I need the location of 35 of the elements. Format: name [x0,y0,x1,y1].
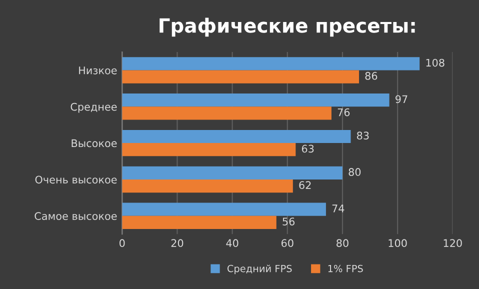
data-label: 83 [357,132,369,140]
bar [122,166,342,180]
data-label: 62 [299,181,311,190]
data-label: 63 [302,144,314,153]
data-label: 74 [332,204,344,212]
y-tick-label: Самое высокое [34,212,117,220]
data-label: 56 [282,218,295,226]
bar [122,57,420,70]
y-tick-label: Высокое [72,139,117,148]
x-tick-label: 0 [120,239,125,248]
legend-label: 1% FPS [328,264,363,272]
data-label: 86 [365,72,378,80]
x-tick-label: 80 [336,239,348,248]
bar [122,130,351,144]
bar [122,106,332,120]
bar [122,179,293,193]
y-tick-label: Очень высокое [35,176,117,184]
x-tick-label: 60 [282,239,294,248]
y-tick-label: Низкое [79,66,117,74]
x-tick-label: 40 [226,239,238,248]
chart-title: Графические пресеты: [160,18,415,37]
data-label: 76 [338,108,350,116]
x-tick-label: 20 [171,239,184,248]
data-label: 80 [348,168,361,176]
x-tick-label: 120 [444,239,462,248]
legend-label: Средний FPS [227,264,292,274]
data-label: 97 [396,95,408,104]
bar [122,216,276,229]
bar [122,202,326,216]
y-tick-label: Среднее [70,102,117,113]
data-label: 108 [426,58,444,67]
bar [122,70,360,84]
x-tick-label: 100 [388,239,407,248]
bar [122,94,390,107]
bar [122,143,296,156]
